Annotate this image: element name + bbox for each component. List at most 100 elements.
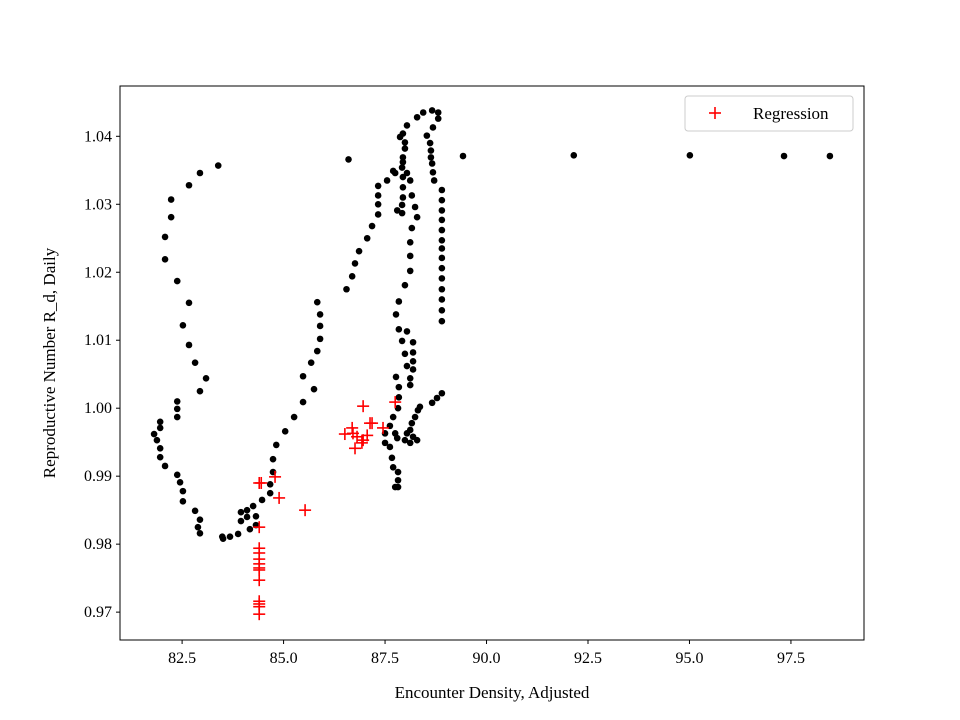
data-point bbox=[401, 139, 409, 146]
regression-point bbox=[253, 476, 266, 489]
data-point bbox=[438, 389, 446, 397]
data-point bbox=[299, 398, 307, 406]
data-point bbox=[459, 152, 467, 160]
data-point bbox=[399, 173, 407, 181]
data-point bbox=[399, 194, 407, 201]
data-point bbox=[167, 196, 175, 203]
data-point bbox=[196, 529, 204, 537]
data-point bbox=[434, 109, 442, 116]
data-point bbox=[433, 394, 441, 402]
data-point bbox=[176, 478, 184, 486]
data-point bbox=[429, 169, 437, 176]
data-point bbox=[179, 498, 187, 505]
data-point bbox=[351, 260, 359, 267]
data-point bbox=[403, 328, 411, 335]
x-tick-label: 97.5 bbox=[777, 650, 805, 667]
data-point bbox=[290, 413, 298, 421]
data-point bbox=[399, 183, 407, 191]
data-point bbox=[173, 277, 181, 285]
data-point bbox=[345, 156, 352, 163]
data-point bbox=[406, 177, 414, 184]
regression-point bbox=[351, 430, 364, 443]
y-tick-label: 1.03 bbox=[84, 196, 112, 213]
regression-point bbox=[355, 436, 368, 449]
y-tick-label: 1.04 bbox=[84, 128, 112, 145]
x-tick-label: 90.0 bbox=[473, 650, 501, 667]
data-point bbox=[780, 152, 788, 160]
data-point bbox=[408, 419, 416, 427]
data-point bbox=[413, 213, 421, 221]
data-point bbox=[406, 426, 414, 434]
data-point bbox=[374, 200, 382, 208]
data-point bbox=[185, 341, 193, 349]
data-point bbox=[409, 338, 417, 346]
regression-point bbox=[346, 421, 359, 434]
data-point bbox=[156, 424, 164, 432]
data-point bbox=[234, 530, 242, 538]
data-point bbox=[395, 383, 403, 391]
data-point bbox=[427, 154, 435, 161]
data-point bbox=[429, 124, 437, 131]
data-point bbox=[391, 483, 399, 491]
data-point bbox=[389, 464, 397, 471]
data-point bbox=[395, 394, 403, 401]
data-point bbox=[398, 164, 406, 171]
data-point bbox=[413, 113, 421, 121]
data-point bbox=[401, 281, 409, 289]
data-point bbox=[173, 471, 181, 479]
legend-label-regression: Regression bbox=[753, 104, 829, 123]
data-point bbox=[313, 298, 321, 306]
data-point bbox=[374, 192, 382, 199]
data-point bbox=[196, 387, 204, 395]
data-point bbox=[394, 468, 402, 476]
data-point bbox=[393, 434, 401, 442]
x-tick-label: 87.5 bbox=[371, 650, 399, 667]
data-point bbox=[438, 216, 446, 224]
data-point bbox=[408, 192, 416, 199]
data-point bbox=[438, 245, 446, 252]
data-point bbox=[438, 285, 446, 293]
data-point bbox=[403, 362, 411, 370]
x-axis-label: Encounter Density, Adjusted bbox=[395, 683, 590, 702]
data-point bbox=[438, 254, 446, 262]
data-point bbox=[406, 267, 414, 275]
data-point bbox=[406, 381, 414, 389]
data-point bbox=[355, 247, 363, 255]
data-point bbox=[430, 177, 438, 184]
data-point bbox=[423, 132, 431, 139]
data-point bbox=[386, 443, 394, 451]
data-point bbox=[374, 211, 382, 218]
data-point bbox=[173, 405, 181, 413]
data-point bbox=[307, 359, 315, 366]
data-point bbox=[438, 237, 446, 244]
data-point bbox=[281, 428, 289, 435]
data-point bbox=[161, 233, 169, 241]
y-tick-label: 0.98 bbox=[84, 536, 112, 553]
data-point bbox=[243, 506, 251, 514]
data-point bbox=[396, 133, 404, 141]
data-point bbox=[392, 311, 400, 318]
data-point bbox=[226, 533, 234, 540]
data-point bbox=[398, 201, 406, 209]
data-point bbox=[409, 349, 417, 356]
data-point bbox=[428, 160, 436, 167]
y-axis: 0.97 0.98 0.99 1.00 1.01 1.02 1.03 1.04 bbox=[84, 128, 120, 621]
data-point bbox=[409, 366, 417, 373]
legend-marker-plus-icon bbox=[709, 107, 721, 119]
data-point bbox=[393, 207, 401, 214]
data-point bbox=[428, 399, 436, 407]
data-point bbox=[570, 152, 578, 159]
data-point bbox=[401, 350, 409, 358]
data-point bbox=[156, 445, 164, 452]
data-point bbox=[399, 158, 407, 166]
regression-point bbox=[389, 396, 402, 409]
data-point bbox=[374, 182, 382, 190]
data-point bbox=[401, 436, 409, 444]
data-point bbox=[381, 439, 389, 447]
data-point bbox=[426, 139, 434, 147]
data-point bbox=[428, 107, 436, 114]
data-point bbox=[237, 508, 245, 516]
data-point bbox=[826, 152, 834, 160]
data-point bbox=[409, 358, 417, 365]
legend: Regression bbox=[684, 95, 854, 132]
